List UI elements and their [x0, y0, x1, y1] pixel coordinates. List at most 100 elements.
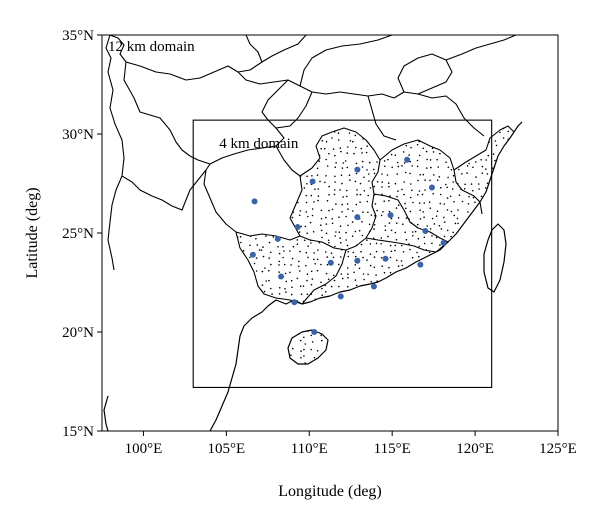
observation-dot [303, 239, 306, 242]
observation-dot [461, 200, 464, 203]
observation-dot [337, 263, 340, 266]
observation-dot [330, 285, 333, 288]
observation-dot [403, 181, 406, 183]
observation-dot [466, 172, 468, 174]
observation-dot [380, 214, 383, 217]
observation-dot [367, 273, 369, 276]
observation-dot [341, 167, 344, 169]
observation-dot [268, 269, 270, 272]
station-point [440, 239, 447, 246]
observation-dot [310, 270, 313, 273]
observation-dot [361, 160, 364, 163]
observation-dot [292, 245, 295, 248]
observation-dot [429, 159, 432, 161]
observation-dot [443, 216, 445, 219]
observation-dot [419, 209, 422, 211]
observation-dot [437, 166, 440, 168]
observation-dot [499, 131, 501, 134]
station-point [354, 214, 361, 221]
observation-dot [306, 293, 309, 296]
observation-dot [376, 161, 378, 163]
observation-dot [323, 147, 326, 150]
observation-dot [311, 214, 314, 217]
observation-dot [472, 196, 475, 199]
observation-dot [334, 154, 336, 157]
observation-dot [304, 225, 307, 228]
observation-dot [468, 162, 470, 165]
observation-dot [460, 188, 462, 190]
observation-dot [297, 333, 300, 335]
observation-dot [356, 193, 358, 196]
observation-dot [307, 215, 309, 218]
observation-dot [369, 187, 372, 189]
observation-dot [333, 189, 336, 191]
domain-4km-label: 4 km domain [219, 136, 299, 152]
x-tick-label: 125°E [539, 441, 577, 457]
observation-dot [339, 147, 342, 149]
observation-dot [369, 243, 372, 245]
observation-dot [429, 179, 431, 182]
observation-dot [431, 217, 434, 220]
observation-dot [346, 166, 349, 169]
observation-dot [410, 222, 413, 224]
observation-dot [283, 250, 285, 252]
observation-dot [450, 210, 453, 213]
observation-dot [386, 174, 389, 176]
observation-dot [312, 231, 315, 233]
observation-dot [305, 211, 308, 213]
observation-dot [325, 251, 327, 253]
observation-dot [360, 147, 363, 150]
observation-dot [302, 285, 305, 287]
station-point [274, 235, 281, 242]
border-line [105, 35, 125, 271]
taiwan-island [483, 223, 507, 293]
observation-dot [316, 350, 319, 352]
observation-dot [340, 256, 342, 258]
coast-line [301, 121, 523, 305]
observation-dot [416, 251, 418, 254]
observation-dot [299, 250, 301, 253]
observation-dot [318, 154, 321, 157]
observation-dot [272, 236, 275, 238]
observation-dot [335, 231, 337, 233]
observation-dot [255, 237, 257, 240]
observation-dot [290, 264, 292, 266]
observation-dot [387, 235, 389, 238]
observation-dot [464, 183, 466, 186]
observation-dot [449, 195, 452, 198]
observation-dot [447, 176, 449, 179]
observation-dot [290, 279, 293, 282]
y-tick-label: 15°N [62, 424, 94, 440]
observation-dot [403, 162, 406, 164]
observation-dot [298, 260, 300, 263]
observation-dot [402, 151, 405, 153]
observation-dot [486, 182, 489, 185]
observation-dot [361, 152, 363, 154]
observation-dot [264, 267, 266, 269]
observation-dot [345, 215, 347, 218]
observation-dot [436, 210, 439, 212]
observation-dot [411, 165, 414, 167]
observation-dot [425, 167, 428, 169]
observation-dot [475, 161, 477, 163]
border-line [301, 249, 347, 305]
observation-dot [346, 203, 349, 205]
observation-dot [347, 208, 349, 210]
observation-dot [439, 202, 442, 205]
observation-dot [351, 235, 354, 237]
station-point [387, 212, 394, 219]
observation-dot [268, 241, 271, 244]
border-line [397, 53, 453, 95]
station-point [354, 166, 361, 173]
observation-dot [428, 251, 431, 254]
observation-dot [324, 284, 326, 287]
observation-dot [388, 210, 391, 213]
observation-dot [324, 181, 326, 184]
observation-dot [373, 193, 376, 196]
observation-dot [320, 224, 322, 226]
observation-dot [404, 231, 407, 234]
observation-dot [397, 190, 399, 192]
y-tick-label: 25°N [62, 226, 94, 242]
observation-dot [417, 179, 419, 182]
